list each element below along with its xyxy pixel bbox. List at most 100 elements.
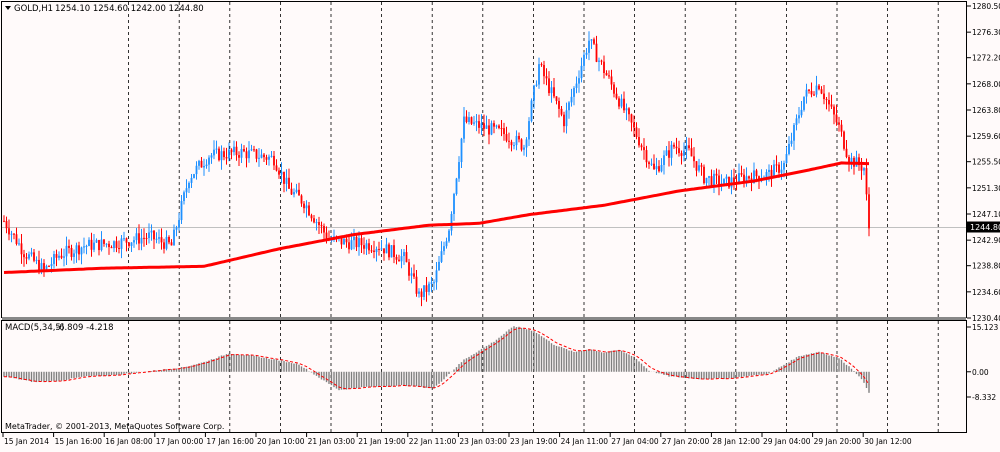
bear-candle xyxy=(90,239,93,250)
bear-candle xyxy=(823,93,825,100)
bull-candle xyxy=(358,238,360,248)
bear-candle xyxy=(383,248,385,254)
bear-candle xyxy=(398,259,400,262)
triangle-down-icon[interactable] xyxy=(5,6,11,10)
bear-candle xyxy=(563,114,565,127)
bear-candle xyxy=(20,243,23,255)
bear-candle xyxy=(5,220,8,229)
bull-candle xyxy=(45,265,48,270)
bull-candle xyxy=(150,230,153,233)
current-price-badge: 1244.80 xyxy=(967,221,1000,233)
bear-candle xyxy=(498,125,500,128)
bear-candle xyxy=(415,276,418,294)
time-label: 21 Jan 03:00 xyxy=(308,437,356,446)
bull-candle xyxy=(815,85,818,95)
bull-candle xyxy=(473,122,475,124)
bear-candle xyxy=(405,252,408,263)
bear-candle xyxy=(13,233,15,235)
bear-candle xyxy=(543,65,545,77)
bull-candle xyxy=(443,246,445,252)
bull-candle xyxy=(788,143,790,155)
bull-candle xyxy=(453,193,455,214)
bear-candle xyxy=(25,257,28,259)
bull-candle xyxy=(698,165,700,171)
time-label: 29 Jan 20:00 xyxy=(814,437,862,446)
bull-candle xyxy=(330,239,333,241)
bull-candle xyxy=(113,241,115,249)
bear-candle xyxy=(633,122,635,128)
bull-candle xyxy=(193,174,195,178)
price-label: 1259.60 xyxy=(972,132,1000,141)
bull-candle xyxy=(148,232,150,239)
bear-candle xyxy=(378,248,380,250)
macd-panel[interactable] xyxy=(1,320,967,433)
bear-candle xyxy=(255,149,258,159)
bull-candle xyxy=(850,157,853,164)
bull-candle xyxy=(445,241,448,247)
price-label: 1255.50 xyxy=(972,158,1000,167)
price-label: 1263.80 xyxy=(972,106,1000,115)
bear-candle xyxy=(845,148,848,157)
bull-candle xyxy=(173,229,175,246)
bear-candle xyxy=(868,194,870,229)
time-label: 22 Jan 11:00 xyxy=(409,437,457,446)
bear-candle xyxy=(263,154,265,158)
bull-candle xyxy=(578,78,580,84)
bear-candle xyxy=(488,125,490,135)
bull-candle xyxy=(190,177,193,183)
price-axis: 1280.50 1276.30 1272.20 1268.00 1263.80 1259.… xyxy=(967,2,1000,323)
bull-candle xyxy=(790,140,793,144)
ohlc-values: 1254.10 1254.60 1242.00 1244.80 xyxy=(55,4,204,14)
bear-candle xyxy=(820,89,823,94)
bull-candle xyxy=(305,205,308,209)
bear-candle xyxy=(225,157,228,159)
bull-candle xyxy=(248,150,250,159)
price-label: 1247.10 xyxy=(972,210,1000,219)
bear-candle xyxy=(413,273,415,277)
bull-candle xyxy=(390,245,393,258)
bull-candle xyxy=(365,243,368,249)
bear-candle xyxy=(848,156,850,164)
bull-candle xyxy=(58,255,60,258)
macd-values: -6.809 -4.218 xyxy=(56,323,114,333)
bear-candle xyxy=(825,99,828,101)
bear-candle xyxy=(230,149,233,153)
bear-candle xyxy=(3,220,5,222)
bull-candle xyxy=(140,237,143,244)
bear-candle xyxy=(153,230,155,240)
bear-candle xyxy=(615,93,618,99)
bull-candle xyxy=(528,121,530,140)
bull-candle xyxy=(250,149,253,151)
bear-candle xyxy=(600,60,603,62)
bear-candle xyxy=(510,141,513,146)
bear-candle xyxy=(828,99,830,105)
bull-candle xyxy=(280,171,283,175)
bull-candle xyxy=(753,170,755,184)
bull-candle xyxy=(203,166,205,168)
bull-candle xyxy=(765,172,768,178)
bull-candle xyxy=(100,239,103,251)
bear-candle xyxy=(503,128,505,135)
bull-candle xyxy=(293,192,295,195)
bull-candle xyxy=(50,264,53,267)
panel-separator[interactable] xyxy=(2,317,966,320)
bear-candle xyxy=(243,149,245,152)
bull-candle xyxy=(798,115,800,119)
bull-candle xyxy=(178,220,180,228)
bull-candle xyxy=(220,151,223,161)
bear-candle xyxy=(420,291,423,297)
time-label: 28 Jan 12:00 xyxy=(712,437,760,446)
bull-candle xyxy=(295,189,298,193)
bear-candle xyxy=(373,250,375,253)
main-price-panel[interactable] xyxy=(1,1,967,318)
bull-candle xyxy=(598,60,600,62)
bull-candle xyxy=(185,188,188,193)
bull-candle xyxy=(188,182,190,189)
bull-candle xyxy=(120,238,123,249)
bear-candle xyxy=(858,157,860,166)
bull-candle xyxy=(708,176,710,178)
bull-candle xyxy=(30,252,33,255)
bull-candle xyxy=(123,238,125,240)
time-label: 21 Jan 19:00 xyxy=(358,437,406,446)
